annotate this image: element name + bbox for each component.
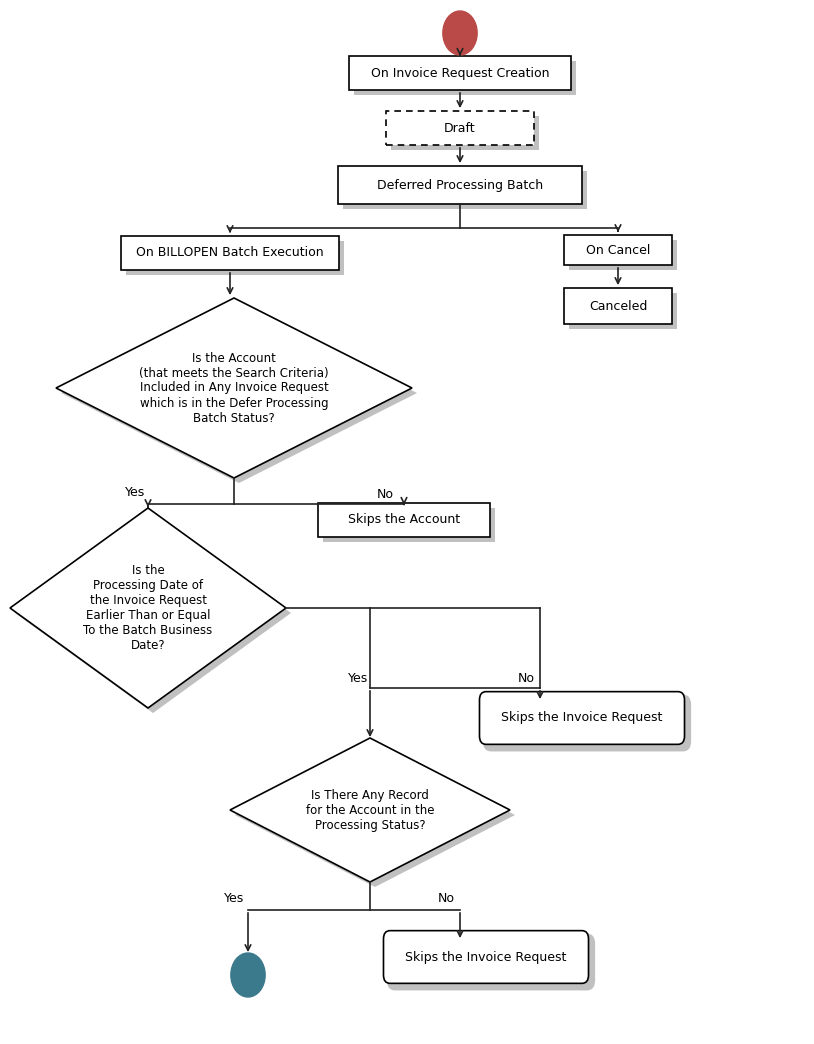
Bar: [354, 61, 576, 95]
Circle shape: [443, 11, 477, 55]
Bar: [318, 503, 490, 537]
Polygon shape: [235, 743, 515, 887]
Bar: [386, 111, 534, 145]
Text: Skips the Invoice Request: Skips the Invoice Request: [405, 950, 567, 964]
Text: No: No: [437, 892, 454, 904]
Text: Yes: Yes: [125, 487, 145, 499]
FancyBboxPatch shape: [387, 933, 595, 991]
Text: No: No: [377, 488, 393, 500]
Bar: [564, 235, 672, 265]
FancyBboxPatch shape: [383, 930, 589, 983]
Bar: [391, 116, 539, 150]
Text: Draft: Draft: [444, 121, 476, 135]
Text: On Cancel: On Cancel: [586, 243, 650, 257]
Text: Is There Any Record
for the Account in the
Processing Status?: Is There Any Record for the Account in t…: [306, 788, 434, 831]
Polygon shape: [10, 508, 286, 708]
Text: On Invoice Request Creation: On Invoice Request Creation: [370, 67, 549, 79]
Text: Is the
Processing Date of
the Invoice Request
Earlier Than or Equal
To the Batch: Is the Processing Date of the Invoice Re…: [83, 564, 212, 652]
Bar: [564, 288, 672, 324]
Text: No: No: [518, 671, 535, 685]
Text: Skips the Invoice Request: Skips the Invoice Request: [501, 712, 663, 725]
Bar: [343, 171, 587, 209]
Text: Canceled: Canceled: [589, 300, 647, 312]
FancyBboxPatch shape: [483, 694, 691, 752]
Text: Yes: Yes: [348, 671, 368, 685]
Bar: [338, 166, 582, 204]
FancyBboxPatch shape: [479, 691, 685, 744]
Text: Is the Account
(that meets the Search Criteria)
Included in Any Invoice Request
: Is the Account (that meets the Search Cr…: [139, 352, 329, 425]
Bar: [349, 56, 571, 90]
Text: Skips the Account: Skips the Account: [348, 514, 460, 526]
Polygon shape: [230, 738, 510, 882]
Bar: [121, 236, 339, 270]
Circle shape: [231, 953, 265, 997]
Bar: [569, 293, 677, 329]
Text: Yes: Yes: [224, 892, 244, 904]
Bar: [126, 241, 344, 275]
Polygon shape: [15, 513, 291, 713]
Polygon shape: [61, 303, 417, 483]
Bar: [569, 240, 677, 270]
Polygon shape: [56, 298, 412, 478]
Text: On BILLOPEN Batch Execution: On BILLOPEN Batch Execution: [136, 246, 324, 260]
Text: Deferred Processing Batch: Deferred Processing Batch: [377, 179, 543, 191]
Bar: [323, 508, 495, 542]
